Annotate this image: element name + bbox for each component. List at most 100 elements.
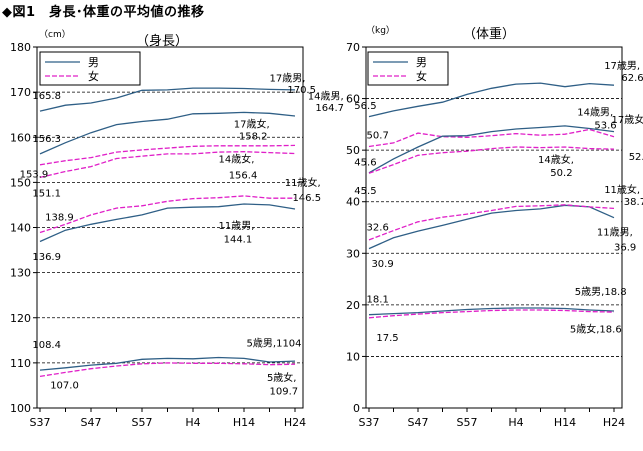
y-tick-label: 0 <box>353 402 360 415</box>
data-annotation: 62.6 <box>621 73 643 84</box>
y-tick-label: 20 <box>346 299 360 312</box>
legend-box <box>367 51 449 86</box>
legend-box <box>39 51 141 86</box>
y-tick-label: 130 <box>10 267 31 280</box>
data-annotation: 107.0 <box>50 381 79 392</box>
data-annotation: 11歳女, <box>285 176 321 189</box>
series-line <box>368 309 615 319</box>
legend-label: 男 <box>88 56 99 69</box>
chart-title: （体重） <box>463 26 515 42</box>
x-tick-label: H24 <box>603 416 625 429</box>
data-annotation: 156.4 <box>229 170 258 181</box>
data-annotation: 38.7 <box>624 197 643 208</box>
data-annotation: 156.3 <box>32 134 61 145</box>
y-tick-label: 170 <box>10 86 31 99</box>
data-annotation: 45.5 <box>354 186 376 197</box>
data-annotation: 138.9 <box>45 213 74 224</box>
series-line <box>368 125 615 174</box>
x-tick-label: S37 <box>359 416 380 429</box>
figure-title: ◆図1 身長･体重の平均値の推移 <box>2 5 205 20</box>
y-unit-label: （cm） <box>39 29 71 40</box>
data-annotation: 158.2 <box>239 131 268 142</box>
series-line <box>39 111 296 155</box>
data-annotation: 30.9 <box>371 259 393 270</box>
x-tick-label: H14 <box>233 416 255 429</box>
y-tick-label: 110 <box>10 357 31 370</box>
x-tick-label: H4 <box>508 416 523 429</box>
y-tick-label: 10 <box>346 350 360 363</box>
data-annotation: 52.6 <box>629 152 643 163</box>
data-annotation: 11歳男, <box>219 220 255 232</box>
data-annotation: 56.5 <box>354 101 376 112</box>
series-line <box>368 82 615 118</box>
y-tick-label: 50 <box>346 144 360 157</box>
series-line <box>39 203 296 243</box>
data-annotation: 14歳女, <box>538 153 574 166</box>
data-annotation: 5歳女, <box>267 371 297 384</box>
y-tick-label: 70 <box>346 41 360 54</box>
x-tick-label: H14 <box>554 416 576 429</box>
y-tick-label: 160 <box>10 131 31 144</box>
data-annotation: 17.5 <box>376 333 398 344</box>
x-tick-label: S57 <box>457 416 478 429</box>
data-annotation: 45.6 <box>354 157 376 168</box>
legend-label: 男 <box>416 56 427 69</box>
y-tick-label: 120 <box>10 312 31 325</box>
y-tick-label: 180 <box>10 41 31 54</box>
y-tick-label: 30 <box>346 247 360 260</box>
series-line <box>368 204 615 241</box>
y-tick-label: 100 <box>10 402 31 415</box>
data-annotation: 14歳男, <box>577 106 613 118</box>
data-annotation: 153.9 <box>20 169 49 180</box>
chart-title: （身長） <box>136 33 188 49</box>
data-annotation: 170.5 <box>287 85 316 96</box>
x-tick-label: H4 <box>185 416 200 429</box>
series-line <box>39 144 296 166</box>
data-annotation: 5歳男,1104 <box>247 338 302 350</box>
y-tick-label: 40 <box>346 196 360 209</box>
y-tick-label: 60 <box>346 93 360 106</box>
x-tick-label: S37 <box>30 416 51 429</box>
data-annotation: 144.1 <box>224 234 253 245</box>
series-line <box>368 307 615 316</box>
y-unit-label: （kg） <box>366 25 395 36</box>
data-annotation: 136.9 <box>32 252 61 263</box>
data-annotation: 53.6 <box>594 120 616 131</box>
data-annotation: 17歳女, <box>234 117 270 130</box>
data-annotation: 11歳女, <box>604 183 640 196</box>
data-annotation: 5歳女,18.6 <box>570 323 622 336</box>
series-line <box>368 204 615 250</box>
data-annotation: 14歳女, <box>219 152 255 165</box>
data-annotation: 17歳女, <box>612 113 643 126</box>
height-chart: 100 110 120 130 140 150 160 170 180 S37 S47 S57 H4 H1… <box>10 29 344 429</box>
plot-frame <box>365 46 623 409</box>
data-annotation: 14歳男, <box>308 91 344 103</box>
legend-label: 女 <box>416 69 427 83</box>
data-annotation: 5歳男,18.8 <box>575 286 627 298</box>
y-tick-label: 140 <box>10 222 31 235</box>
data-annotation: 50.2 <box>550 168 572 179</box>
x-tick-label: S57 <box>132 416 153 429</box>
x-tick-label: H24 <box>284 416 306 429</box>
data-annotation: 165.8 <box>32 91 61 102</box>
data-annotation: 151.1 <box>32 188 61 199</box>
data-annotation: 17歳男, <box>604 60 640 72</box>
data-annotation: 109.7 <box>270 386 299 397</box>
data-annotation: 36.9 <box>614 243 636 254</box>
series-line <box>368 146 615 174</box>
series-line <box>39 362 296 378</box>
data-annotation: 146.5 <box>292 193 321 204</box>
y-tick-label: 150 <box>10 176 31 189</box>
data-annotation: 17歳男, <box>270 73 306 85</box>
x-tick-label: S47 <box>81 416 102 429</box>
series-line <box>39 195 295 234</box>
data-annotation: 50.7 <box>367 131 389 142</box>
data-annotation: 32.6 <box>367 222 389 233</box>
data-annotation: 11歳男, <box>597 227 633 239</box>
series-line <box>39 356 296 371</box>
weight-chart: 0 10 20 30 40 50 60 70 S37 S47 S57 H4 H14 H24 （体重） （kg）… <box>346 25 643 429</box>
data-annotation: 164.7 <box>315 103 344 114</box>
data-annotation: 18.1 <box>367 295 389 306</box>
series-line <box>39 87 296 112</box>
